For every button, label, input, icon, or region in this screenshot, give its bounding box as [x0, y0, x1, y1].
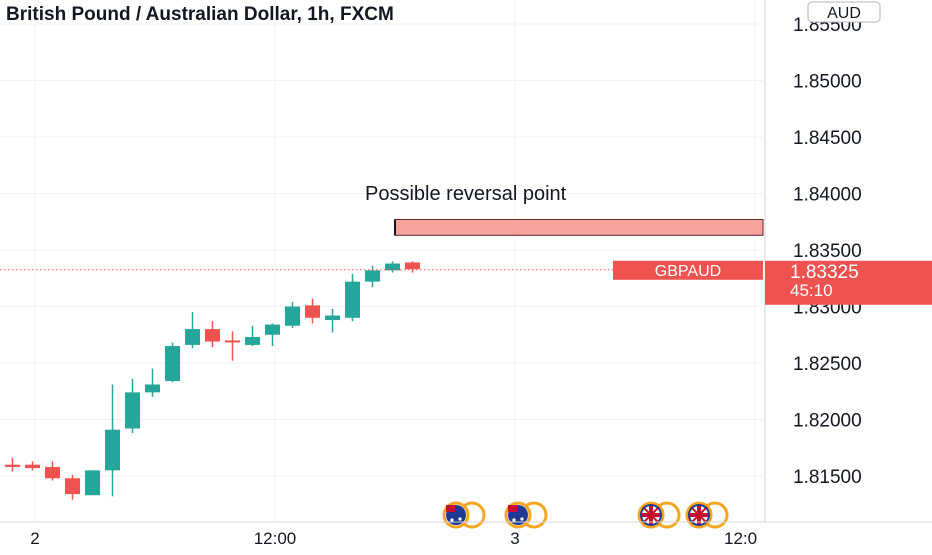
candle-body	[345, 281, 360, 318]
x-tick-label: 2	[30, 529, 39, 548]
australia-flag-icon[interactable]	[442, 501, 486, 529]
symbol-label-box	[613, 260, 763, 280]
candle[interactable]	[325, 308, 340, 333]
y-tick-label: 1.85000	[793, 72, 862, 93]
candle[interactable]	[265, 323, 280, 347]
candle[interactable]	[25, 461, 40, 471]
australia-flag-icon[interactable]	[504, 501, 548, 529]
y-tick-label: 1.83500	[793, 241, 862, 262]
x-tick-label: 12:00	[254, 529, 297, 548]
candle[interactable]	[205, 321, 220, 348]
candle-body	[225, 340, 240, 343]
y-tick-label: 1.82000	[793, 411, 862, 432]
annotation-text: Possible reversal point	[365, 183, 567, 205]
candle[interactable]	[405, 261, 420, 273]
candle-body	[65, 478, 80, 495]
candle-body	[285, 306, 300, 326]
candle[interactable]	[45, 461, 60, 481]
candle[interactable]	[105, 384, 120, 497]
y-tick-label: 1.82500	[793, 354, 862, 375]
candle[interactable]	[305, 298, 320, 324]
countdown-text: 45:10	[790, 281, 833, 300]
currency-badge[interactable]: AUD	[807, 1, 881, 23]
candle-body	[5, 464, 20, 467]
chart-title: British Pound / Australian Dollar, 1h, F…	[6, 4, 394, 25]
candle[interactable]	[245, 325, 260, 347]
candle-body	[325, 315, 340, 321]
candle-body	[165, 346, 180, 382]
candle[interactable]	[165, 342, 180, 383]
candle-body	[385, 263, 400, 271]
uk-flag-icon[interactable]	[685, 501, 729, 529]
candle[interactable]	[285, 301, 300, 328]
candle[interactable]	[65, 474, 80, 500]
uk-flag-icon[interactable]	[637, 501, 681, 529]
candle[interactable]	[125, 378, 140, 434]
candle-body	[45, 466, 60, 479]
candle-body	[365, 270, 380, 282]
reversal-zone[interactable]	[394, 218, 764, 236]
event-icons-layer	[442, 501, 729, 529]
y-tick-label: 1.84500	[793, 128, 862, 149]
candle[interactable]	[185, 312, 200, 349]
candle-body	[25, 464, 40, 469]
candle-body	[305, 305, 320, 318]
candle-body	[405, 262, 420, 270]
y-tick-label: 1.84000	[793, 185, 862, 206]
y-tick-label: 1.81500	[793, 467, 862, 488]
candle[interactable]	[385, 261, 400, 273]
currency-badge-label: AUD	[827, 5, 861, 22]
candle[interactable]	[225, 331, 240, 361]
candle-body	[265, 324, 280, 335]
current-price-line-layer: GBPAUD	[0, 260, 763, 280]
candle[interactable]	[345, 273, 360, 322]
candle-body	[185, 329, 200, 345]
x-tick-label: 12:0	[724, 529, 757, 548]
candle[interactable]	[365, 265, 380, 288]
symbol-label-text: GBPAUD	[655, 263, 721, 280]
x-tick-label: 3	[510, 529, 519, 548]
candle-body	[125, 392, 140, 429]
symbol-label[interactable]: GBPAUD	[613, 260, 763, 280]
candle[interactable]	[145, 368, 160, 397]
reversal-zone-layer	[394, 218, 764, 236]
candles-layer	[5, 261, 420, 500]
candle[interactable]	[85, 470, 100, 496]
candle[interactable]	[5, 457, 20, 472]
candle-body	[205, 329, 220, 342]
candle-body	[145, 384, 160, 393]
current-price-text: 1.83325	[790, 262, 859, 283]
candle-body	[245, 337, 260, 345]
candle-body	[85, 470, 100, 496]
current-price-box	[765, 260, 932, 305]
currency-badge-box	[807, 1, 881, 23]
candle-body	[105, 429, 120, 471]
